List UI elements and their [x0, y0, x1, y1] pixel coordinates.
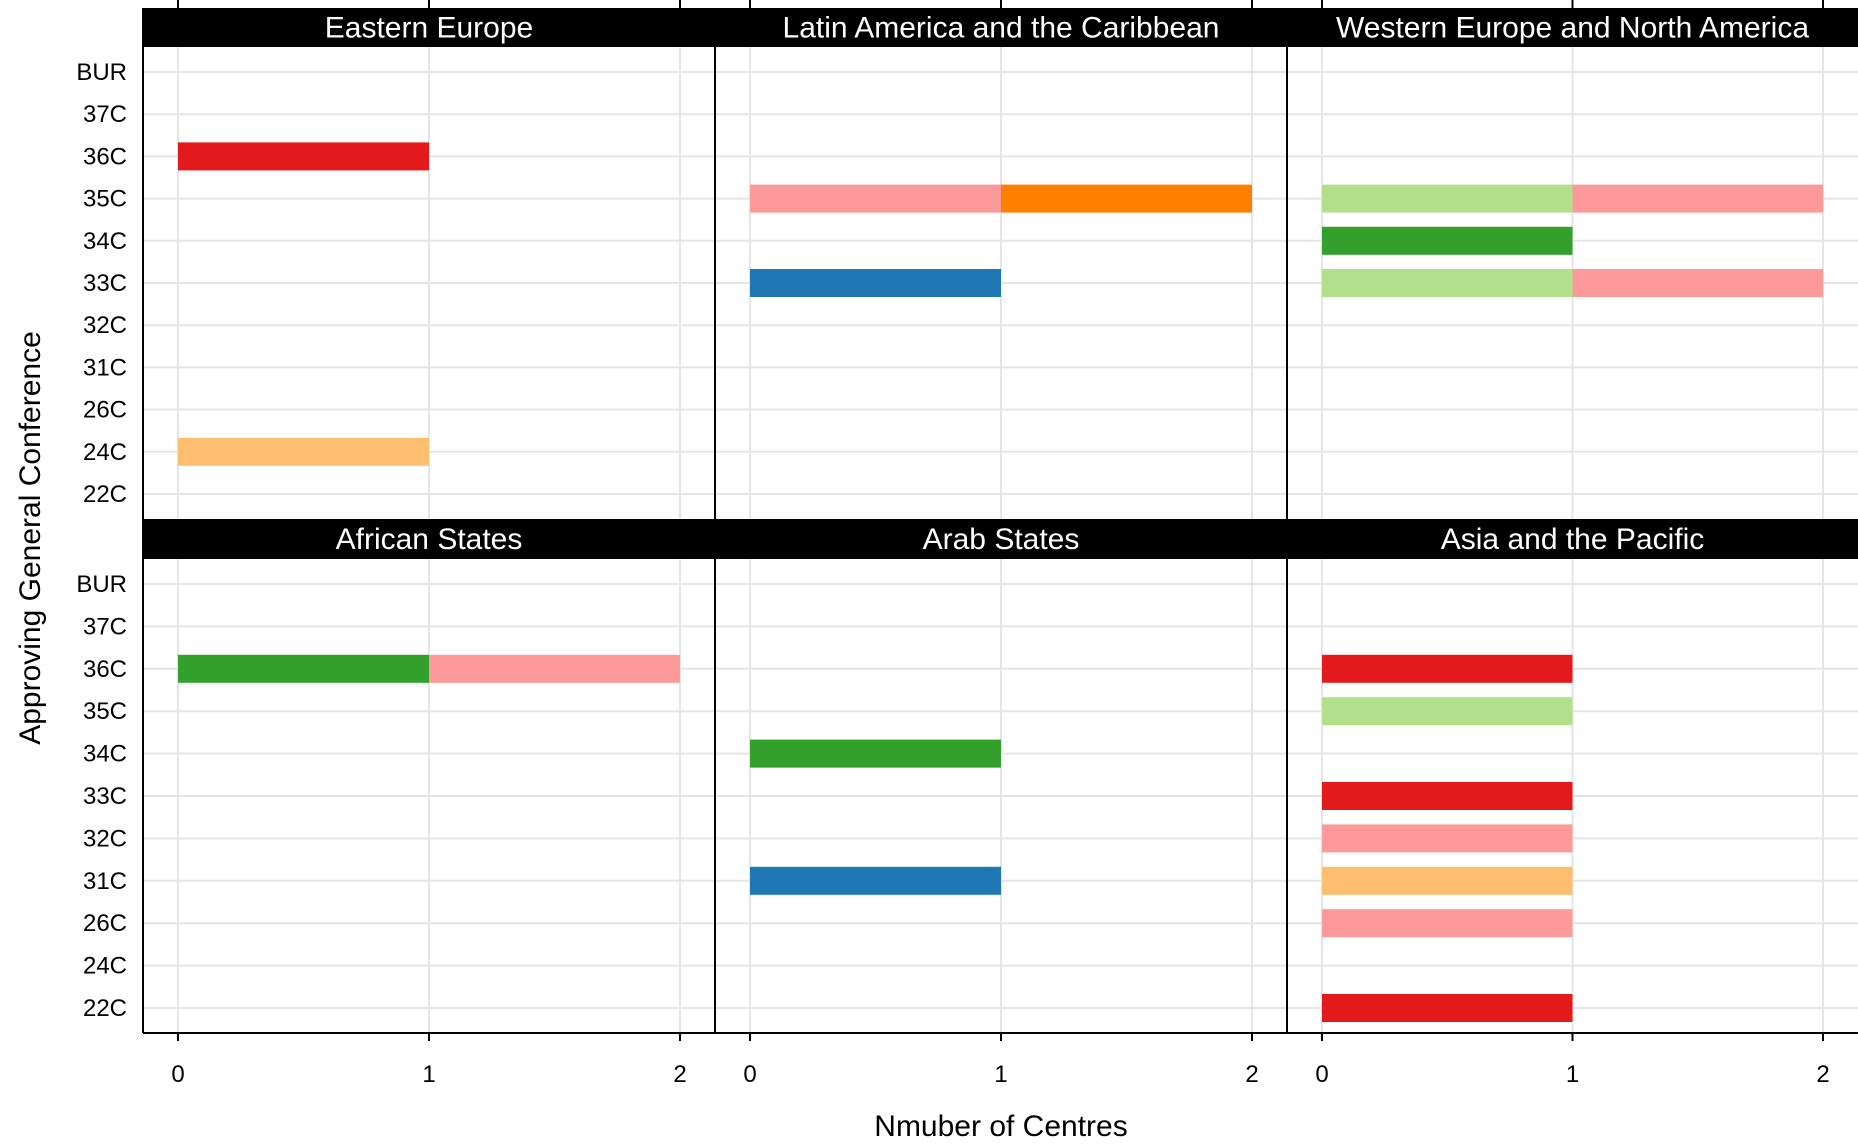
y-tick-label: 22C	[83, 481, 127, 508]
facet-strip	[143, 519, 715, 559]
y-tick-label: 35C	[83, 698, 127, 725]
y-tick-label: 32C	[83, 825, 127, 852]
x-tick-label: 0	[171, 1061, 184, 1088]
bar-segment	[1322, 866, 1573, 895]
y-tick-label: 37C	[83, 101, 127, 128]
y-tick-label: 26C	[83, 397, 127, 424]
x-tick-label: 0	[743, 1061, 756, 1088]
y-tick-label: 32C	[83, 312, 127, 339]
bar-segment	[1322, 782, 1573, 810]
bar-segment	[1322, 697, 1573, 726]
y-tick-label: 31C	[83, 868, 127, 895]
bar-segment	[178, 142, 429, 171]
x-tick-label: 2	[673, 1061, 686, 1088]
y-tick-label: 37C	[83, 613, 127, 640]
facet-title: Latin America and the Caribbean	[783, 12, 1220, 45]
bar-segment	[750, 739, 1001, 768]
y-axis-title: Approving General Conference	[14, 331, 47, 745]
bar-segment	[1572, 184, 1823, 213]
x-tick-label: 1	[994, 1061, 1007, 1088]
facet-strip	[715, 519, 1287, 559]
facet-strip	[143, 8, 715, 47]
x-tick-label: 1	[1566, 1061, 1579, 1088]
bar-segment	[1322, 269, 1573, 297]
y-tick-label: 36C	[83, 143, 127, 170]
x-tick-label: 1	[422, 1061, 435, 1088]
bar-segment	[429, 654, 680, 683]
bar-segment	[1322, 226, 1573, 255]
facet-title: Eastern Europe	[325, 12, 533, 45]
y-tick-label: 31C	[83, 354, 127, 381]
bar-segment	[1322, 909, 1573, 938]
facet-strip	[715, 8, 1287, 47]
bar-segment	[178, 654, 429, 683]
bar-segment	[750, 269, 1001, 297]
bar-segment	[1572, 269, 1823, 297]
y-tick-label: 24C	[83, 439, 127, 466]
y-tick-label: 36C	[83, 656, 127, 683]
bar-segment	[1322, 184, 1573, 213]
facet-title: African States	[336, 523, 523, 556]
facet-title: Western Europe and North America	[1336, 12, 1809, 45]
bar-segment	[1322, 824, 1573, 853]
bar-segment	[750, 184, 1001, 213]
y-tick-label: 35C	[83, 186, 127, 213]
bar-segment	[1001, 184, 1252, 213]
x-tick-label: 2	[1245, 1061, 1258, 1088]
facet-title: Arab States	[923, 523, 1080, 556]
y-tick-label: 33C	[83, 783, 127, 810]
facet-title: Asia and the Pacific	[1441, 523, 1704, 556]
y-tick-label: 34C	[83, 228, 127, 255]
bar-segment	[1322, 994, 1573, 1022]
y-tick-label: BUR	[76, 59, 127, 86]
facet-strip	[1287, 8, 1858, 47]
y-tick-label: 33C	[83, 270, 127, 297]
y-tick-label: 34C	[83, 741, 127, 768]
y-tick-label: 22C	[83, 995, 127, 1022]
x-tick-label: 2	[1816, 1061, 1829, 1088]
bar-segment	[1322, 654, 1573, 683]
bar-segment	[750, 866, 1001, 895]
x-tick-label: 0	[1315, 1061, 1328, 1088]
y-tick-label: 24C	[83, 953, 127, 980]
bar-segment	[178, 437, 429, 466]
x-axis-title: Nmuber of Centres	[874, 1110, 1127, 1142]
y-tick-label: 26C	[83, 910, 127, 937]
y-tick-label: BUR	[76, 571, 127, 598]
facet-strip	[1287, 519, 1858, 559]
